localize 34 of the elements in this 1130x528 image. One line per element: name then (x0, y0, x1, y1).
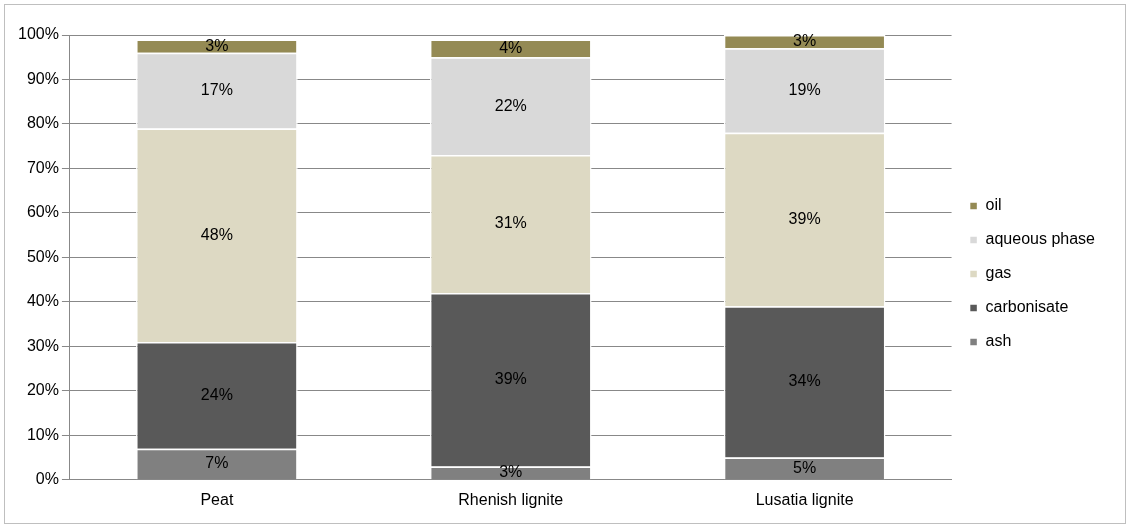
text: 48% (200, 225, 233, 243)
y-tick-label: 10% (26, 425, 59, 443)
y-tick-label: 70% (26, 158, 59, 176)
text: 3% (205, 36, 229, 54)
y-tick-label: 90% (26, 69, 59, 87)
legend-label: carbonisate (985, 298, 1069, 316)
x-tick-label: Peat (200, 490, 234, 508)
y-tick-label: 100% (18, 25, 59, 43)
legend-label: oil (985, 196, 1002, 214)
legend-label: gas (985, 264, 1012, 282)
text: 7% (205, 454, 229, 472)
text: 34% (788, 372, 821, 390)
text: 3% (793, 32, 817, 50)
y-tick-label: 0% (35, 470, 59, 488)
legend-label: ash (985, 332, 1012, 350)
text: 31% (494, 214, 527, 232)
y-tick-label: 30% (26, 336, 59, 354)
legend-label: aqueous phase (985, 230, 1096, 248)
text: 3% (499, 463, 523, 481)
text: 24% (200, 385, 233, 403)
text: 22% (494, 96, 527, 114)
y-tick-label: 50% (26, 247, 59, 265)
y-tick-label: 40% (26, 292, 59, 310)
y-tick-label: 60% (26, 203, 59, 221)
text: 39% (788, 210, 821, 227)
text: 5% (793, 458, 817, 476)
x-tick-label: Rhenish lignite (458, 490, 564, 508)
text: 19% (788, 81, 821, 99)
text: 39% (494, 370, 527, 388)
y-tick-label: 20% (26, 381, 59, 399)
y-tick-label: 80% (26, 114, 59, 132)
text: 4% (499, 38, 523, 56)
x-tick-label: Lusatia lignite (755, 490, 854, 508)
text: 17% (200, 81, 233, 99)
